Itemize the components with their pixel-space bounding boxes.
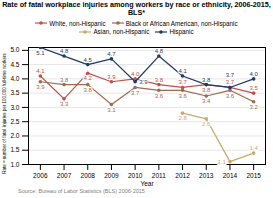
svg-text:4.0: 4.0 xyxy=(131,71,140,77)
svg-text:3.0: 3.0 xyxy=(10,103,19,110)
svg-text:2011: 2011 xyxy=(152,172,166,179)
svg-text:3.6: 3.6 xyxy=(178,92,187,98)
html-text:Hispanic: Hispanic xyxy=(169,28,194,36)
svg-text:3.6: 3.6 xyxy=(226,92,235,98)
svg-text:2.0: 2.0 xyxy=(10,132,19,139)
svg-text:3.6: 3.6 xyxy=(155,92,164,98)
svg-text:4.8: 4.8 xyxy=(60,48,69,54)
svg-text:4.0: 4.0 xyxy=(10,75,19,82)
svg-text:3.5: 3.5 xyxy=(10,89,19,96)
svg-text:3.5: 3.5 xyxy=(249,85,258,91)
html-text:Rate of fatal workplace injuri: Rate of fatal workplace injuries among w… xyxy=(2,0,271,18)
svg-text:4.8: 4.8 xyxy=(155,48,164,54)
svg-text:3.8: 3.8 xyxy=(202,76,211,82)
svg-text:3.2: 3.2 xyxy=(249,104,258,110)
svg-text:3.8: 3.8 xyxy=(84,87,93,93)
html-text:Asian, non-Hispanic: Asian, non-Hispanic xyxy=(93,28,150,36)
svg-text:5.0: 5.0 xyxy=(10,46,19,53)
svg-text:1.0: 1.0 xyxy=(10,160,19,167)
svg-text:3.7: 3.7 xyxy=(131,89,140,95)
svg-text:2012: 2012 xyxy=(175,172,190,179)
svg-text:3.4: 3.4 xyxy=(202,98,211,104)
svg-text:2015: 2015 xyxy=(246,172,261,179)
html-text:White, non-Hispanic: White, non-Hispanic xyxy=(49,19,106,27)
svg-text:2.6: 2.6 xyxy=(202,121,211,127)
html-text:Source: Bureau of Labor Statis: Source: Bureau of Labor Statistics (BLS)… xyxy=(18,187,145,194)
svg-text:3.9: 3.9 xyxy=(139,78,148,84)
svg-text:3.7: 3.7 xyxy=(226,72,235,78)
svg-text:4.5: 4.5 xyxy=(84,56,93,62)
svg-text:3.8: 3.8 xyxy=(202,87,211,93)
svg-text:4.2: 4.2 xyxy=(84,75,93,81)
svg-text:5.1: 5.1 xyxy=(36,49,45,55)
svg-text:4.7: 4.7 xyxy=(107,51,116,57)
svg-text:3.8: 3.8 xyxy=(60,76,69,82)
svg-text:Year: Year xyxy=(140,179,154,186)
svg-text:2010: 2010 xyxy=(128,172,143,179)
svg-text:2.5: 2.5 xyxy=(10,117,19,124)
svg-text:2008: 2008 xyxy=(81,172,96,179)
svg-text:4.0: 4.0 xyxy=(249,71,258,77)
svg-text:3.1: 3.1 xyxy=(107,106,116,112)
svg-text:4.5: 4.5 xyxy=(10,60,19,67)
svg-text:3.9: 3.9 xyxy=(107,73,116,79)
svg-text:4.1: 4.1 xyxy=(178,68,187,74)
svg-text:3.9: 3.9 xyxy=(36,84,45,90)
svg-text:1.1: 1.1 xyxy=(218,158,227,164)
svg-text:2006: 2006 xyxy=(33,172,48,179)
svg-text:2.8: 2.8 xyxy=(178,115,187,121)
svg-text:3.3: 3.3 xyxy=(60,101,69,107)
svg-text:3.7: 3.7 xyxy=(226,79,235,85)
svg-text:2007: 2007 xyxy=(57,172,72,179)
svg-text:1.5: 1.5 xyxy=(10,146,19,153)
svg-text:2009: 2009 xyxy=(104,172,119,179)
svg-text:2013: 2013 xyxy=(199,172,214,179)
html-text:Black or African American, non: Black or African American, non-Hispanic xyxy=(125,19,238,27)
svg-text:1.4: 1.4 xyxy=(249,145,258,151)
svg-text:3.7: 3.7 xyxy=(178,79,187,85)
svg-text:4.1: 4.1 xyxy=(36,68,45,74)
svg-text:2014: 2014 xyxy=(223,172,238,179)
svg-text:Rate = number of fatal injuri: Rate = number of fatal injuries per 100,… xyxy=(2,52,7,173)
svg-text:3.8: 3.8 xyxy=(155,76,164,82)
